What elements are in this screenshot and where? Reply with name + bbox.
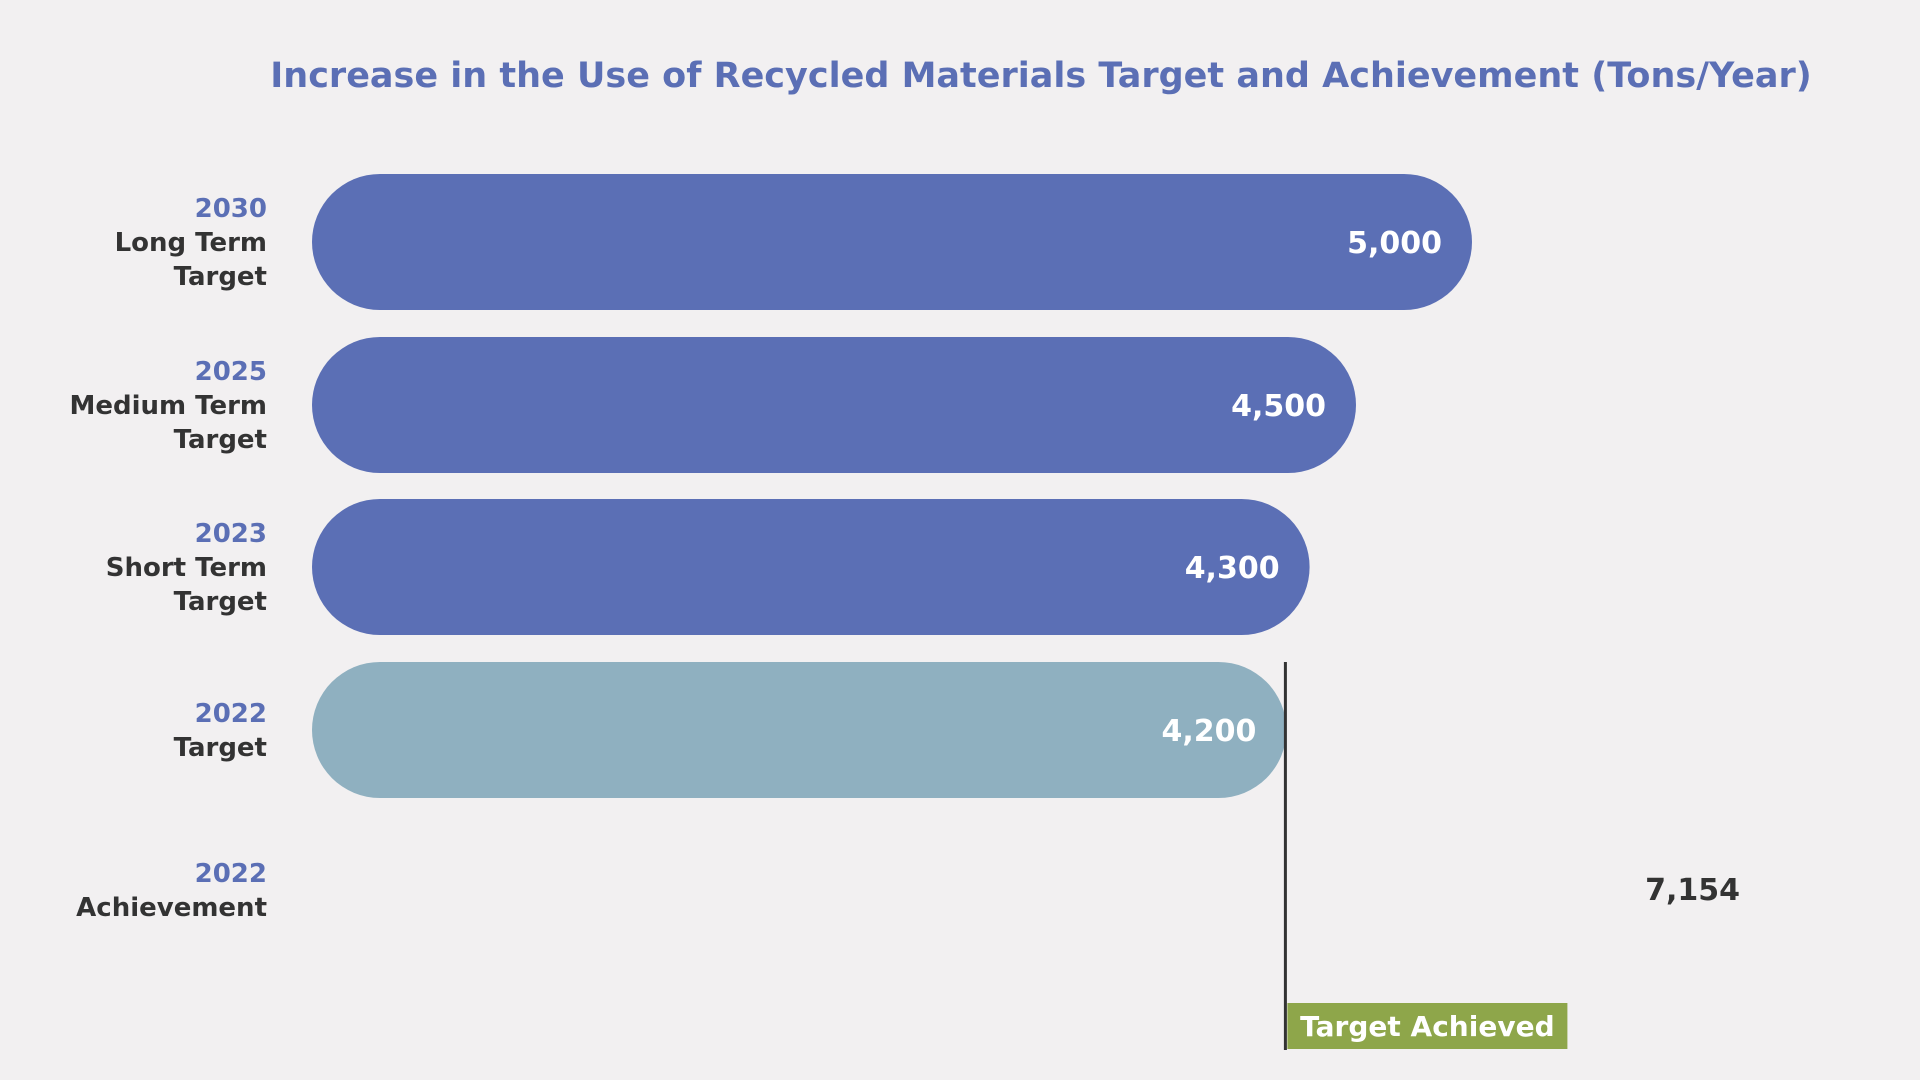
category-year-short-term-target-2023: 2023 [195,519,267,549]
category-label-achievement-2022-line-1: Achievement [76,893,267,923]
category-year-medium-term-target-2025: 2025 [195,357,267,387]
value-label-long-term-target-2030: 5,000 [1347,226,1442,261]
bar-medium-term-target-2025 [312,337,1356,473]
value-label-target-2022: 4,200 [1161,714,1256,749]
category-year-long-term-target-2030: 2030 [195,194,267,224]
chart-title: Increase in the Use of Recycled Material… [270,56,1812,96]
bars-layer: 5,000 4,500 4,300 4,200 7,154 [312,174,1740,908]
value-label-medium-term-target-2025: 4,500 [1231,389,1326,424]
category-label-long-term-target-2030-line-1: Long Term [115,228,267,258]
target-achieved-badge [1287,1003,1568,1049]
category-label-medium-term-target-2025-line-1: Medium Term [69,391,267,421]
value-label-short-term-target-2023: 4,300 [1185,551,1280,586]
value-label-achievement-2022: 7,154 [1645,873,1740,908]
category-year-achievement-2022: 2022 [195,859,267,889]
category-year-target-2022: 2022 [195,699,267,729]
category-label-target-2022-line-1: Target [174,733,267,763]
category-label-medium-term-target-2025-line-2: Target [174,425,267,455]
bar-long-term-target-2030 [312,174,1472,310]
annotation-layer: Target Achieved [1283,662,1568,1050]
bar-short-term-target-2023 [312,499,1310,635]
category-labels: 2030 Long Term Target 2025 Medium Term Target… [69,194,267,923]
bar-target-2022 [312,662,1287,798]
target-achieved-label: Target Achieved [1300,1010,1554,1043]
category-label-short-term-target-2023-line-2: Target [174,587,267,617]
category-label-short-term-target-2023-line-1: Short Term [106,553,267,583]
category-label-long-term-target-2030-line-2: Target [174,262,267,292]
